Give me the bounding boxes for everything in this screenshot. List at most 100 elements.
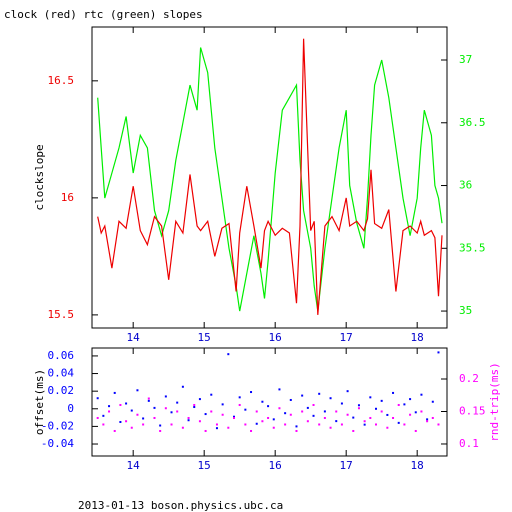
point [397,421,400,424]
point [176,401,179,404]
plot-frame [91,347,448,457]
y-tick-label: 0.02 [48,384,75,397]
point [227,426,230,429]
point [147,397,150,400]
point [375,407,377,410]
y-tick-label: 15.5 [48,308,75,321]
point [312,403,315,406]
point [102,423,105,426]
point [125,420,128,423]
point [204,429,207,432]
y-tick-label: 16.5 [48,74,75,87]
point [306,406,309,409]
y-tick-label: 16 [61,191,74,204]
y2-axis-label: rnd-trip(ms) [488,362,501,441]
point [96,416,99,419]
x-tick-label: 18 [411,459,424,472]
point [113,429,116,432]
point [193,406,196,409]
point [340,423,343,426]
point [215,423,218,426]
point [102,414,105,417]
y2-tick-label: 35 [459,304,472,317]
point [380,410,383,413]
point [130,409,133,412]
point [375,423,377,426]
y2-tick-label: 36 [459,179,472,192]
point [130,426,133,429]
point [244,423,247,426]
x-tick-label: 18 [411,331,424,344]
point [386,426,389,429]
point [221,403,224,406]
point [198,420,201,423]
point [392,391,395,394]
point [284,423,287,426]
point [426,420,429,423]
y2-tick-label: 0.2 [459,372,479,385]
point [323,416,326,419]
y-tick-label: 0.04 [48,367,75,380]
y-axis-label: clockslope [33,144,46,210]
point [352,416,355,419]
point [272,426,275,429]
point [420,410,423,413]
point [267,405,270,408]
point [261,400,264,403]
y2-tick-label: 37 [459,53,472,66]
x-tick-label: 14 [127,331,141,344]
point [147,399,150,402]
point [420,393,423,396]
y-axis-label: offset(ms) [33,369,46,435]
point [108,410,111,413]
y2-tick-label: 0.1 [459,437,479,450]
point [250,391,253,394]
point [159,424,162,427]
point [221,413,224,416]
point [136,389,139,392]
point [431,400,434,403]
point [318,392,321,395]
point [357,407,360,410]
point [210,410,213,413]
point [306,420,309,423]
point [363,420,366,423]
point [142,423,145,426]
point [187,416,190,419]
point [380,399,383,402]
point [250,429,253,432]
point [193,403,196,406]
point [272,418,275,421]
point [108,405,111,408]
series-line [97,47,443,312]
point [289,398,292,401]
point [215,427,218,430]
point [437,423,440,426]
point [136,413,139,416]
point [403,403,406,406]
y-tick-label: -0.04 [41,437,74,450]
point [426,418,429,421]
point [335,420,338,423]
point [119,420,122,423]
point [295,425,298,428]
point [312,414,315,417]
point [352,429,355,432]
point [255,410,258,413]
point [255,422,258,425]
point [289,413,292,416]
x-tick-label: 16 [269,331,282,344]
point [267,416,270,419]
point [295,429,298,432]
series-line [97,38,443,315]
y2-tick-label: 35.5 [459,241,486,254]
point [437,351,440,354]
point [164,407,167,410]
point [329,426,332,429]
point [301,394,304,397]
x-tick-label: 15 [198,331,211,344]
point [329,397,332,400]
y2-tick-label: 36.5 [459,116,486,129]
point [170,423,173,426]
point [261,420,264,423]
